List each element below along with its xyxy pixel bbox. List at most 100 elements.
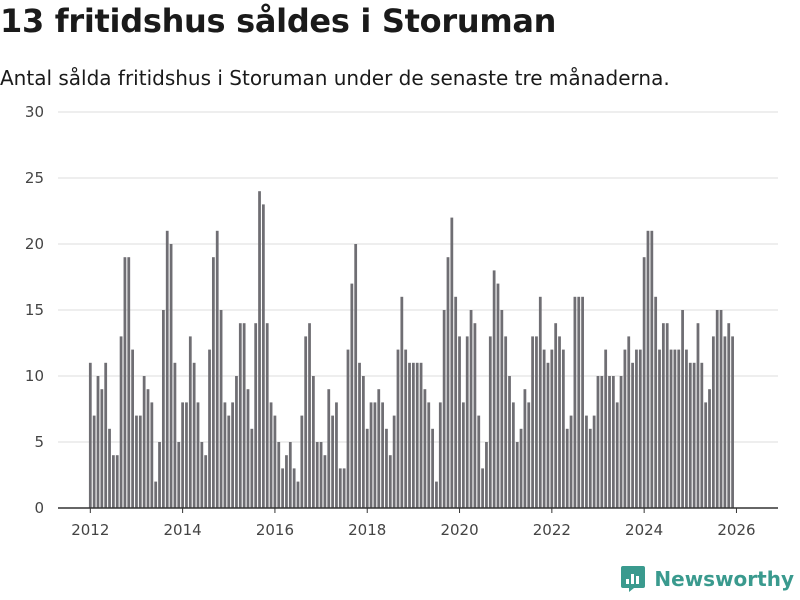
- bar: [554, 323, 558, 508]
- bar: [461, 402, 465, 508]
- bar: [227, 415, 231, 508]
- x-tick-label: 2026: [717, 521, 755, 539]
- bar: [658, 349, 661, 508]
- bar: [219, 310, 223, 508]
- bar: [569, 415, 573, 508]
- bar: [550, 349, 554, 508]
- bar: [365, 428, 369, 508]
- bar: [327, 389, 331, 508]
- bar: [696, 323, 700, 508]
- bar: [511, 402, 515, 508]
- bar: [196, 402, 200, 508]
- bar: [354, 244, 358, 508]
- bar: [96, 376, 100, 508]
- bar: [177, 442, 181, 508]
- bar: [492, 270, 496, 508]
- bar: [169, 244, 173, 508]
- bar: [388, 455, 392, 508]
- bar: [158, 442, 161, 508]
- bar: [361, 376, 365, 508]
- bar: [131, 349, 134, 508]
- bar: [265, 323, 269, 508]
- bar: [715, 310, 719, 508]
- bar: [311, 376, 315, 508]
- bar: [335, 402, 338, 508]
- bar: [711, 336, 715, 508]
- bar: [431, 428, 434, 508]
- bar: [277, 442, 281, 508]
- bar: [515, 442, 519, 508]
- bar: [331, 415, 334, 508]
- bar: [165, 230, 169, 509]
- bar: [577, 296, 581, 508]
- bar: [488, 336, 492, 508]
- bar: [454, 296, 458, 508]
- bar: [104, 362, 108, 508]
- bar: [235, 376, 238, 508]
- bar: [619, 376, 623, 508]
- bar: [238, 323, 242, 508]
- bar: [258, 191, 261, 508]
- bar: [150, 402, 154, 508]
- bar: [242, 323, 246, 508]
- bar: [115, 455, 119, 508]
- bar: [142, 376, 146, 508]
- bar: [727, 323, 731, 508]
- bar: [519, 428, 523, 508]
- bar: [211, 257, 215, 508]
- bar: [296, 481, 300, 508]
- bar: [188, 336, 192, 508]
- bar: [415, 362, 419, 508]
- bar: [654, 296, 658, 508]
- bar: [469, 310, 473, 508]
- y-tick-label: 5: [34, 433, 44, 451]
- bar: [369, 402, 373, 508]
- bar: [308, 323, 311, 508]
- bar: [292, 468, 296, 508]
- bar: [500, 310, 504, 508]
- bar: [669, 349, 673, 508]
- bar: [215, 230, 219, 509]
- bar: [565, 428, 569, 508]
- bar: [396, 349, 400, 508]
- bar: [427, 402, 431, 508]
- bar: [146, 389, 150, 508]
- bar: [661, 323, 665, 508]
- bar: [719, 310, 723, 508]
- bar: [350, 283, 354, 508]
- bar: [411, 362, 415, 508]
- bar: [458, 336, 461, 508]
- bar: [269, 402, 273, 508]
- bar: [708, 389, 711, 508]
- bar: [692, 362, 696, 508]
- bar: [677, 349, 681, 508]
- bar: [573, 296, 577, 508]
- bar: [338, 468, 342, 508]
- bar: [108, 428, 111, 508]
- x-tick-label: 2016: [256, 521, 294, 539]
- bar: [581, 296, 584, 508]
- bar: [231, 402, 234, 508]
- bar: [611, 376, 615, 508]
- bar: [477, 415, 481, 508]
- bar: [465, 336, 469, 508]
- bar: [523, 389, 527, 508]
- bar: [542, 349, 546, 508]
- bar: [385, 428, 388, 508]
- bar: [204, 455, 208, 508]
- bar: [688, 362, 692, 508]
- bar: [100, 389, 104, 508]
- bar: [496, 283, 500, 508]
- bar: [300, 415, 304, 508]
- bar: [181, 402, 184, 508]
- bar: [254, 323, 258, 508]
- bar: [623, 349, 627, 508]
- chart-subtitle: Antal sålda fritidshus i Storuman under …: [0, 66, 670, 90]
- bar: [588, 428, 592, 508]
- bar: [392, 415, 396, 508]
- bar: [450, 217, 454, 508]
- bar: [161, 310, 165, 508]
- bar: [408, 362, 411, 508]
- bar: [538, 296, 542, 508]
- bar: [642, 257, 646, 508]
